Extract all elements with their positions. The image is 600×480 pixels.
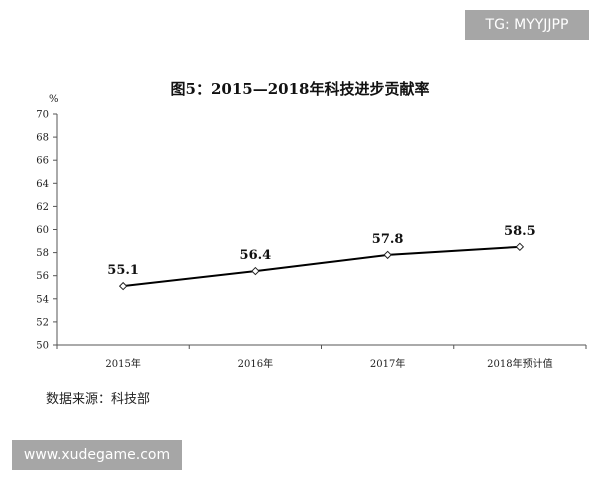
watermark-badge-bottom: www.xudegame.com bbox=[12, 440, 182, 470]
y-tick-label: 70 bbox=[36, 110, 49, 121]
x-tick-label: 2016年 bbox=[238, 357, 273, 370]
y-axis-unit: % bbox=[49, 94, 59, 105]
y-tick-label: 50 bbox=[36, 341, 49, 352]
series-line bbox=[123, 245, 520, 288]
data-point-marker bbox=[118, 281, 128, 291]
watermark-badge-top: TG: MYYJJPP bbox=[465, 10, 589, 40]
y-tick-label: 66 bbox=[36, 156, 49, 167]
data-point-marker bbox=[383, 250, 392, 260]
y-tick-label: 56 bbox=[36, 271, 49, 282]
y-tick-label: 62 bbox=[36, 202, 49, 213]
source-note: 数据来源：科技部 bbox=[46, 392, 151, 407]
x-tick-label: 2017年 bbox=[370, 357, 405, 370]
chart-title: 图5：2015—2018年科技进步贡献率 bbox=[170, 80, 430, 98]
y-tick-label: 64 bbox=[36, 179, 49, 190]
data-label: 56.4 bbox=[240, 248, 272, 263]
y-tick-label: 54 bbox=[36, 294, 49, 305]
data-point-marker bbox=[515, 242, 525, 252]
data-label: 57.8 bbox=[372, 232, 404, 247]
data-label: 55.1 bbox=[107, 263, 139, 278]
y-tick-label: 52 bbox=[36, 317, 49, 328]
y-tick-label: 68 bbox=[36, 133, 49, 144]
x-tick-label: 2015年 bbox=[105, 357, 140, 370]
y-tick-label: 58 bbox=[36, 248, 49, 259]
x-tick-label: 2018年预计值 bbox=[487, 357, 552, 370]
data-label: 58.5 bbox=[504, 224, 536, 239]
y-tick-label: 60 bbox=[36, 225, 49, 236]
data-point-marker bbox=[251, 266, 260, 276]
